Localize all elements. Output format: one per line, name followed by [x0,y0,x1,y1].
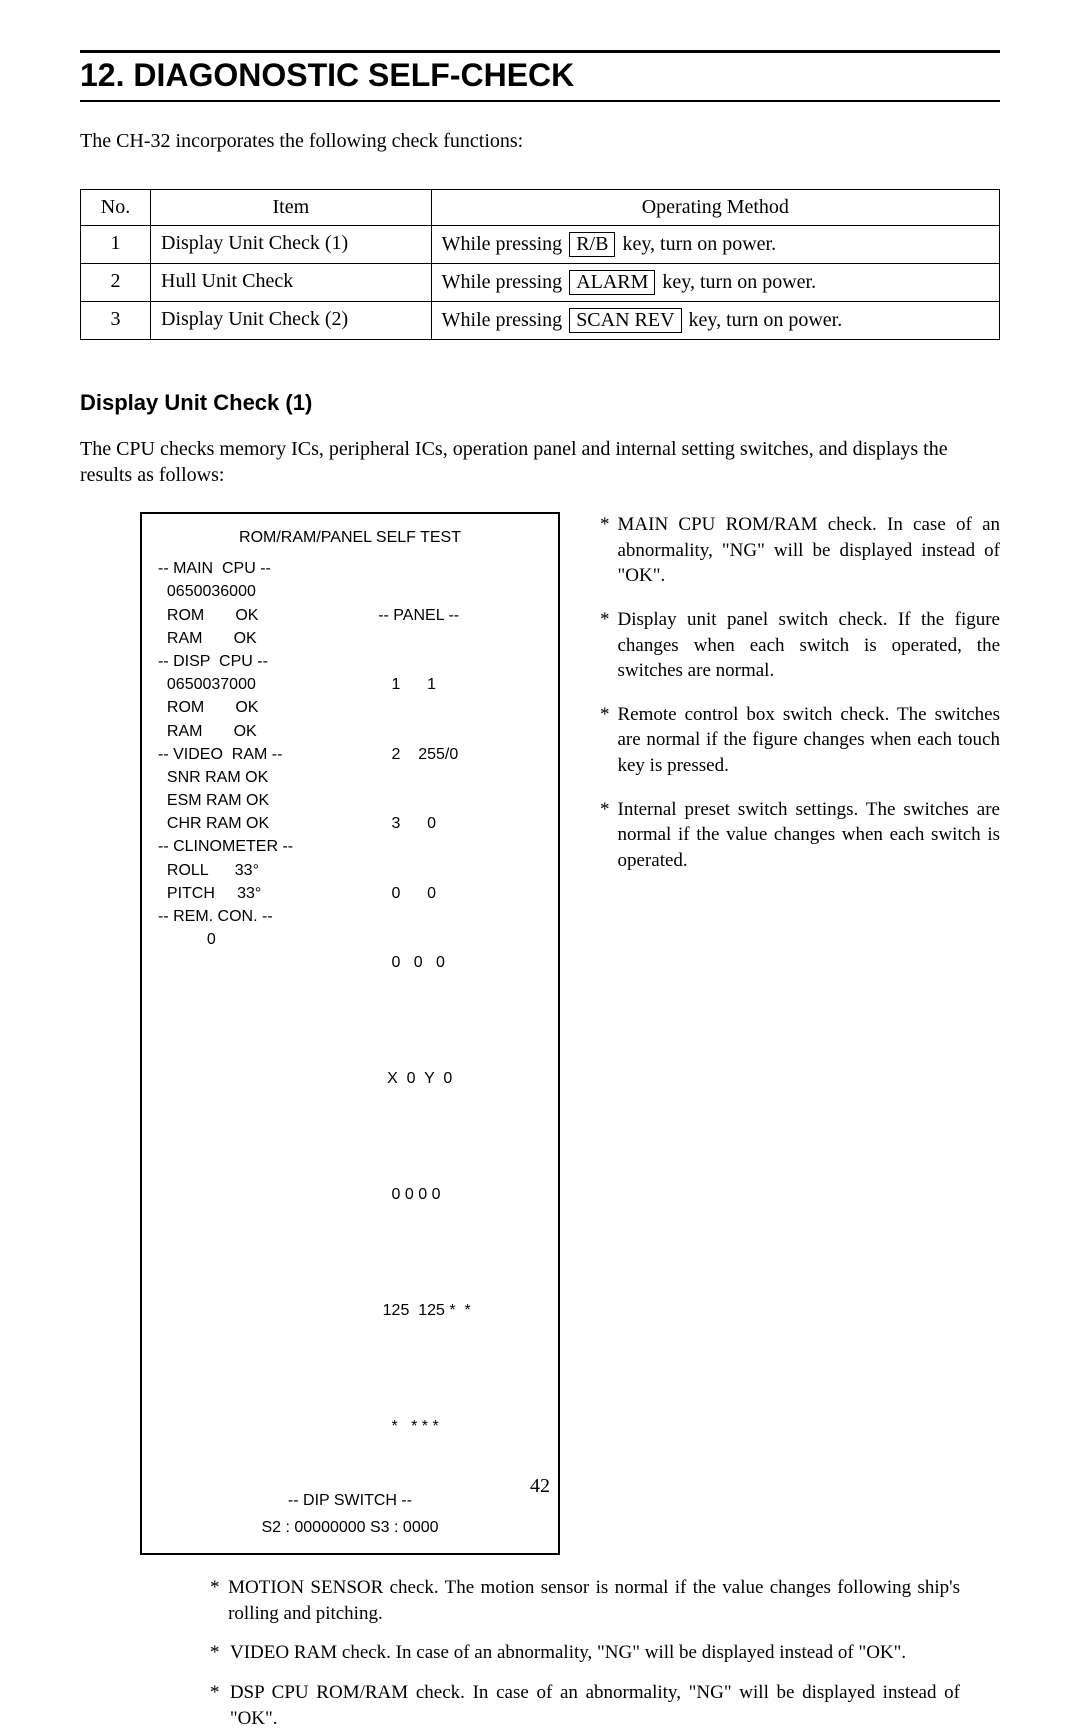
screen-line: -- DISP CPU -- [158,650,358,673]
th-no: No. [81,190,151,226]
note-item: * VIDEO RAM check. In case of an abnormal… [210,1640,960,1666]
asterisk-icon: * [600,702,610,779]
screen-line: ROM OK [158,604,358,627]
screen-line: 125 125 * * [378,1299,542,1322]
page-number: 42 [0,1475,1080,1498]
screen-bottom-2: S2 : 00000000 S3 : 0000 [158,1516,542,1539]
screen-title: ROM/RAM/PANEL SELF TEST [158,526,542,549]
table-row: 2 Hull Unit Check While pressing ALARM k… [81,264,1000,302]
screen-line: -- VIDEO RAM -- [158,743,358,766]
screen-line: 2 255/0 [378,743,542,766]
screen-line: 0 0 0 [378,951,542,974]
asterisk-icon: * [600,607,610,684]
lower-notes: *MOTION SENSOR check. The motion sensor … [210,1575,960,1731]
key-label: ALARM [569,270,655,295]
note-item: *Internal preset switch settings. The sw… [600,797,1000,874]
note-text: Display unit panel switch check. If the … [618,607,1001,684]
screen-line: RAM OK [158,720,358,743]
diagram-wrap: ROM/RAM/PANEL SELF TEST -- MAIN CPU -- 0… [140,512,1000,1555]
screen-line: -- MAIN CPU -- [158,557,358,580]
intro-text: The CH-32 incorporates the following che… [80,130,1000,153]
note-item: *DSP CPU ROM/RAM check. In case of an ab… [210,1680,960,1731]
table-header-row: No. Item Operating Method [81,190,1000,226]
screen-line: RAM OK [158,627,358,650]
screen-line: 0650037000 [158,673,358,696]
method-pre: While pressing [442,309,568,331]
th-method: Operating Method [431,190,999,226]
section-title: Display Unit Check (1) [80,390,1000,416]
cell-no: 3 [81,302,151,340]
cell-item: Hull Unit Check [151,264,432,302]
check-table: No. Item Operating Method 1 Display Unit… [80,189,1000,340]
top-rule [80,50,1000,53]
note-text: VIDEO RAM check. In case of an abnormali… [230,1640,906,1666]
screen-line: 0 0 0 0 [378,1183,542,1206]
asterisk-icon: * [600,512,610,589]
table-row: 1 Display Unit Check (1) While pressing … [81,226,1000,264]
note-text: Internal preset switch settings. The swi… [618,797,1001,874]
note-text: DSP CPU ROM/RAM check. In case of an abn… [230,1680,960,1731]
key-label: SCAN REV [569,308,681,333]
screen-line: -- CLINOMETER -- [158,835,358,858]
method-pre: While pressing [442,233,568,255]
screen-line: -- REM. CON. -- [158,905,358,928]
note-item: *Remote control box switch check. The sw… [600,702,1000,779]
screen-line: 0650036000 [158,580,358,603]
note-text: MAIN CPU ROM/RAM check. In case of an ab… [618,512,1001,589]
screen-line: 0 [158,928,358,951]
method-pre: While pressing [442,271,568,293]
right-notes: *MAIN CPU ROM/RAM check. In case of an a… [600,512,1000,892]
screen-line: ESM RAM OK [158,789,358,812]
th-item: Item [151,190,432,226]
cell-method: While pressing SCAN REV key, turn on pow… [431,302,999,340]
self-test-screen: ROM/RAM/PANEL SELF TEST -- MAIN CPU -- 0… [140,512,560,1555]
method-post: key, turn on power. [657,271,816,293]
table-row: 3 Display Unit Check (2) While pressing … [81,302,1000,340]
asterisk-icon: * [210,1640,222,1666]
note-text: MOTION SENSOR check. The motion sensor i… [228,1575,960,1626]
asterisk-icon: * [600,797,610,874]
note-item: *MAIN CPU ROM/RAM check. In case of an a… [600,512,1000,589]
method-post: key, turn on power. [617,233,776,255]
method-post: key, turn on power. [684,309,843,331]
screen-line: -- PANEL -- [378,604,542,627]
asterisk-icon: * [210,1680,222,1731]
title-underline [80,100,1000,102]
section-para: The CPU checks memory ICs, peripheral IC… [80,436,1000,488]
cell-method: While pressing R/B key, turn on power. [431,226,999,264]
screen-line: * * * * [378,1415,542,1438]
screen-line: 3 0 [378,812,542,835]
note-text: Remote control box switch check. The swi… [618,702,1001,779]
note-item: *Display unit panel switch check. If the… [600,607,1000,684]
cell-item: Display Unit Check (1) [151,226,432,264]
screen-line: X 0 Y 0 [378,1067,542,1090]
screen-line: 0 0 [378,882,542,905]
screen-line: CHR RAM OK [158,812,358,835]
cell-no: 1 [81,226,151,264]
screen-line: SNR RAM OK [158,766,358,789]
screen-right-col: -- PANEL -- 1 1 2 255/0 3 0 0 0 0 0 0 X … [378,557,542,1485]
asterisk-icon: * [210,1575,220,1626]
screen-left-col: -- MAIN CPU -- 0650036000 ROM OK RAM OK … [158,557,358,1485]
page-title: 12. DIAGONOSTIC SELF-CHECK [80,57,1000,94]
screen-line: 1 1 [378,673,542,696]
screen-line: ROM OK [158,696,358,719]
cell-item: Display Unit Check (2) [151,302,432,340]
note-item: *MOTION SENSOR check. The motion sensor … [210,1575,960,1626]
screen-line: PITCH 33° [158,882,358,905]
screen-line: ROLL 33° [158,859,358,882]
cell-method: While pressing ALARM key, turn on power. [431,264,999,302]
cell-no: 2 [81,264,151,302]
key-label: R/B [569,232,615,257]
